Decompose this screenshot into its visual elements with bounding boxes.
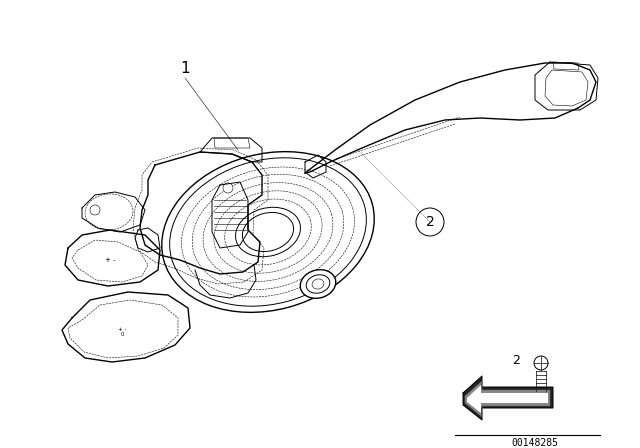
Text: 1: 1 [180, 60, 190, 76]
Ellipse shape [162, 151, 374, 312]
Text: 00148285: 00148285 [511, 438, 559, 448]
Ellipse shape [312, 279, 324, 289]
Circle shape [223, 183, 233, 193]
Text: 2: 2 [512, 354, 520, 367]
Circle shape [416, 208, 444, 236]
Ellipse shape [300, 270, 336, 298]
Polygon shape [463, 376, 553, 420]
Text: 2: 2 [426, 215, 435, 229]
Ellipse shape [243, 212, 294, 251]
Text: + -
0: + - 0 [118, 327, 126, 337]
Circle shape [90, 205, 100, 215]
Polygon shape [467, 385, 548, 413]
Polygon shape [465, 381, 550, 417]
Ellipse shape [306, 275, 330, 293]
Text: + -: + - [105, 257, 115, 263]
Circle shape [534, 356, 548, 370]
